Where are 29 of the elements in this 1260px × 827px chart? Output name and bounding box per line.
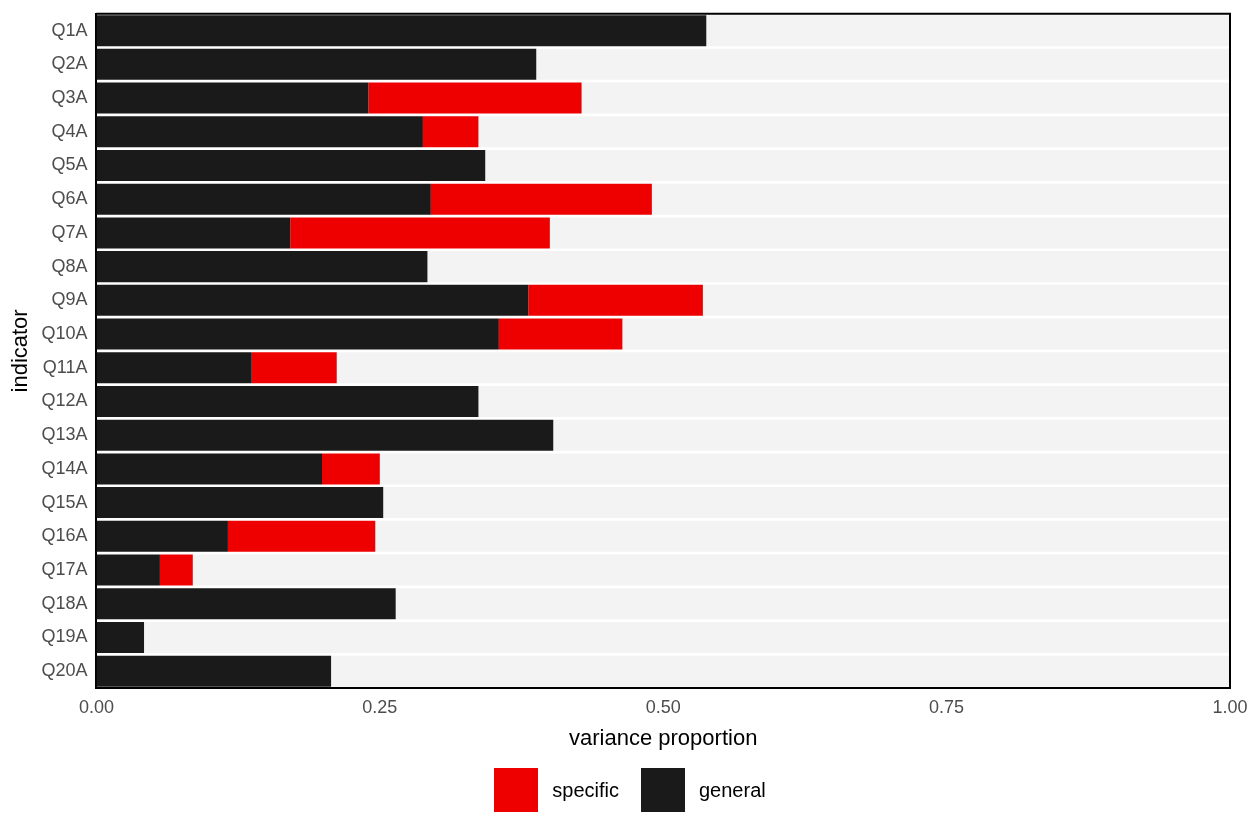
legend-label: specific <box>552 778 619 802</box>
x-tick-label: 0.25 <box>362 696 398 717</box>
y-tick-label: Q11A <box>42 356 88 377</box>
y-tick-label: Q15A <box>41 491 88 512</box>
y-tick-label: Q9A <box>51 289 88 310</box>
y-tick-label: Q3A <box>51 87 88 108</box>
y-tick-label: Q12A <box>41 390 88 411</box>
y-tick-label: Q17A <box>41 558 88 579</box>
y-tick-label: Q13A <box>41 424 88 445</box>
y-axis-title: indicator <box>7 309 33 393</box>
y-tick-label: Q14A <box>41 457 88 478</box>
y-tick-label: Q19A <box>41 626 88 647</box>
y-tick-label: Q10A <box>41 323 88 344</box>
x-tick-label: 0.75 <box>929 696 965 717</box>
y-tick-label: Q1A <box>51 19 88 40</box>
y-tick-label: Q16A <box>41 525 88 546</box>
y-tick-label: Q5A <box>51 154 88 175</box>
x-tick-label: 0.00 <box>78 696 114 717</box>
legend-label: general <box>698 778 766 802</box>
x-tick-label: 0.50 <box>645 696 681 717</box>
x-axis-title: variance proportion <box>569 724 758 750</box>
y-tick-label: Q2A <box>51 53 88 74</box>
y-tick-label: Q18A <box>41 592 88 613</box>
y-tick-label: Q4A <box>51 120 88 141</box>
y-tick-label: Q7A <box>51 221 88 242</box>
y-tick-label: Q6A <box>51 188 88 209</box>
y-tick-label: Q8A <box>51 255 88 276</box>
x-tick-label: 1.00 <box>1212 696 1248 717</box>
y-tick-label: Q20A <box>41 660 88 681</box>
